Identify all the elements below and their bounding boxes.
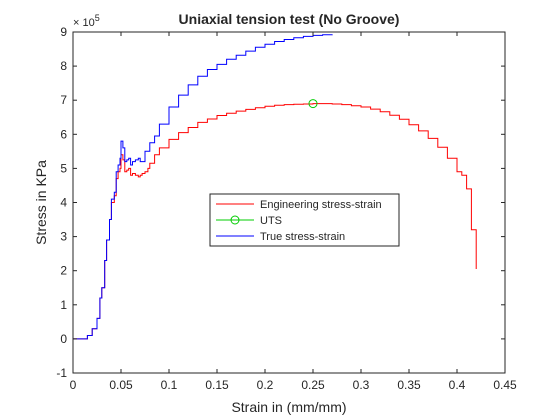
series-line-0 [73,103,477,340]
y-tick-label: 4 [60,196,67,210]
y-tick-label: 1 [60,298,67,312]
x-tick-label: 0.15 [205,378,229,392]
y-tick-label: 9 [60,25,67,39]
y-tick-label: 8 [60,59,67,73]
y-exponent-label: × 105 [73,13,100,29]
chart-title: Uniaxial tension test (No Groove) [179,11,400,27]
y-exponent-base: × 10 [73,17,95,29]
legend-marker [230,215,240,225]
legend-label: True stress-strain [260,231,345,243]
x-tick-label: 0.35 [397,378,421,392]
series-layer [73,34,477,340]
x-axis: 0 0.05 0.1 0.15 0.2 0.25 0.3 0.35 0.4 0.45 [70,32,517,392]
y-tick-label: 3 [60,230,67,244]
series-line-2 [73,34,333,340]
legend: Engineering stress-strain UTS True stress-… [209,193,400,247]
y-tick-label: 6 [60,127,67,141]
y-tick-label: 2 [60,264,67,278]
legend-items: Engineering stress-strain UTS True stress-… [216,199,382,243]
x-tick-label: 0.1 [161,378,178,392]
y-exponent-power: 5 [95,13,100,23]
x-axis-label: Strain in (mm/mm) [231,399,346,415]
x-tick-label: 0 [70,378,77,392]
legend-label: Engineering stress-strain [260,199,382,211]
y-axis: -1 0 1 2 3 4 5 6 7 8 9 [56,25,505,380]
x-tick-label: 0.4 [449,378,466,392]
y-tick-label: 7 [60,93,67,107]
x-tick-label: 0.2 [257,378,274,392]
y-tick-label: 0 [60,332,67,346]
legend-label: UTS [260,215,282,227]
y-tick-label: 5 [60,161,67,175]
x-tick-label: 0.45 [493,378,517,392]
y-axis-label: Stress in KPa [33,160,49,245]
uts-marker [308,99,318,109]
x-tick-label: 0.05 [109,378,133,392]
x-tick-label: 0.3 [353,378,370,392]
x-tick-label: 0.25 [301,378,325,392]
y-tick-label: -1 [56,366,67,380]
